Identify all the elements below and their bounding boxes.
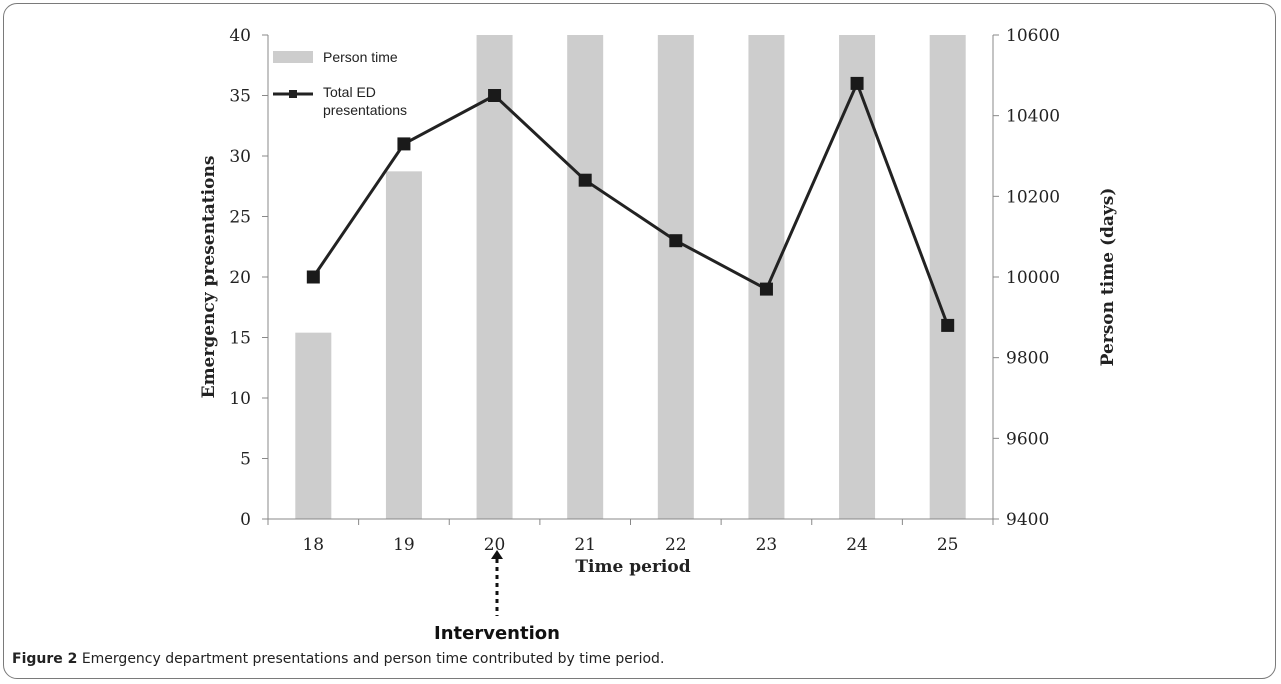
line-point-24 <box>850 76 864 90</box>
caption-prefix: Figure 2 <box>12 651 78 667</box>
bar-20 <box>476 35 513 519</box>
y-tick-label-25: 25 <box>229 208 251 228</box>
legend-line-marker <box>289 90 297 98</box>
intervention-label: Intervention <box>434 623 560 640</box>
bar-25 <box>929 35 966 519</box>
x-tick-label-24: 24 <box>846 535 868 555</box>
y2-tick-label-10000: 10000 <box>1006 268 1060 288</box>
x-tick-label-23: 23 <box>756 535 778 555</box>
line-point-19 <box>397 137 411 151</box>
legend-bar-label: Person time <box>323 49 398 65</box>
line-layer <box>306 76 955 332</box>
y2-tick-label-10200: 10200 <box>1006 187 1060 207</box>
x-tick-label-18: 18 <box>302 535 324 555</box>
legend-line-label-2: presentations <box>323 102 407 118</box>
y-tick-label-5: 5 <box>240 450 251 470</box>
x-tick-label-21: 21 <box>574 535 596 555</box>
figure-frame <box>3 3 1276 679</box>
bar-22 <box>657 35 694 519</box>
bar-24 <box>839 35 876 519</box>
caption-text: Emergency department presentations and p… <box>77 651 665 667</box>
y2-tick-label-10400: 10400 <box>1006 107 1060 127</box>
y-tick-label-40: 40 <box>229 26 251 46</box>
y-tick-label-10: 10 <box>229 389 251 409</box>
y-tick-label-30: 30 <box>229 147 251 167</box>
line-point-21 <box>578 173 592 187</box>
y2-axis-title: Person time (days) <box>1098 188 1118 367</box>
bar-18 <box>295 332 332 519</box>
intervention-annotation: Intervention <box>434 550 560 640</box>
y-tick-label-0: 0 <box>240 510 251 530</box>
y2-tick-label-9600: 9600 <box>1006 429 1049 449</box>
legend-line-label-1: Total ED <box>323 84 376 100</box>
line-point-23 <box>759 282 773 296</box>
line-point-25 <box>941 318 955 332</box>
bar-23 <box>748 35 785 519</box>
series-line-total-ed <box>312 79 950 326</box>
bar-21 <box>567 35 604 519</box>
intervention-arrowhead <box>491 550 503 559</box>
figure-caption: Figure 2 Emergency department presentati… <box>12 651 664 667</box>
line-point-22 <box>669 234 683 248</box>
line-point-18 <box>306 270 320 284</box>
bar-19 <box>385 171 422 519</box>
y-tick-label-15: 15 <box>229 329 251 349</box>
y-tick-label-35: 35 <box>229 87 251 107</box>
legend-bar-swatch <box>273 51 313 63</box>
y2-tick-label-9800: 9800 <box>1006 349 1049 369</box>
y-axis-title: Emergency presentations <box>199 156 219 399</box>
y2-tick-label-10600: 10600 <box>1006 26 1060 46</box>
axes-layer: 0 5 10 15 20 25 30 35 40 9400 9600 9800 10000 10200 10… <box>229 26 1060 555</box>
chart: 0 5 10 15 20 25 30 35 40 9400 9600 9800 10000 10200 10… <box>199 26 1118 640</box>
line-point-20 <box>488 89 502 102</box>
x-tick-label-25: 25 <box>937 535 959 555</box>
bars-layer <box>295 35 966 519</box>
legend: Person time Total ED presentations <box>273 49 407 118</box>
x-axis-title: Time period <box>575 557 690 577</box>
x-tick-label-22: 22 <box>665 535 687 555</box>
y-tick-label-20: 20 <box>229 268 251 288</box>
y2-tick-label-9400: 9400 <box>1006 510 1049 530</box>
x-tick-label-19: 19 <box>393 535 415 555</box>
x-tick-label-20: 20 <box>484 535 506 555</box>
